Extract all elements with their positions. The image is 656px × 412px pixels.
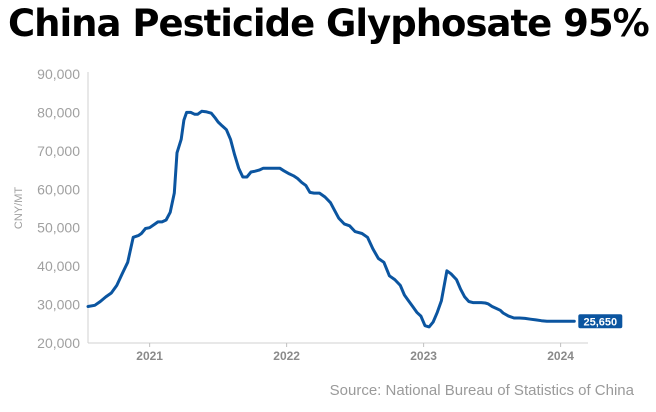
end-value-badge-bg bbox=[578, 314, 623, 329]
x-tick-label: 2022 bbox=[273, 349, 300, 363]
x-tick-label: 2024 bbox=[547, 349, 574, 363]
end-value-label: 25,650 bbox=[583, 316, 617, 328]
chart-title: China Pesticide Glyphosate 95% bbox=[8, 2, 650, 45]
y-tick-label: 50,000 bbox=[37, 220, 80, 236]
y-tick-label: 30,000 bbox=[37, 297, 80, 313]
x-tick-label: 2021 bbox=[136, 349, 163, 363]
y-tick-label: 20,000 bbox=[37, 335, 80, 351]
x-axis: 2021 2022 2023 2024 bbox=[88, 342, 588, 363]
y-axis-label: CNY/MT bbox=[13, 187, 25, 229]
y-tick-label: 80,000 bbox=[37, 104, 80, 120]
plot-area bbox=[86, 109, 576, 329]
y-tick-label: 40,000 bbox=[37, 258, 80, 274]
source-note: Source: National Bureau of Statistics of… bbox=[329, 382, 634, 399]
series-line bbox=[86, 109, 576, 329]
y-tick-label: 70,000 bbox=[37, 143, 80, 159]
x-tick-label: 2023 bbox=[410, 349, 437, 363]
y-tick-label: 60,000 bbox=[37, 181, 80, 197]
end-value-badge: 25,650 bbox=[578, 314, 623, 329]
y-axis: 20,000 30,000 40,000 50,000 60,000 70,000 80,0… bbox=[37, 66, 89, 351]
y-tick-label: 90,000 bbox=[37, 66, 80, 82]
